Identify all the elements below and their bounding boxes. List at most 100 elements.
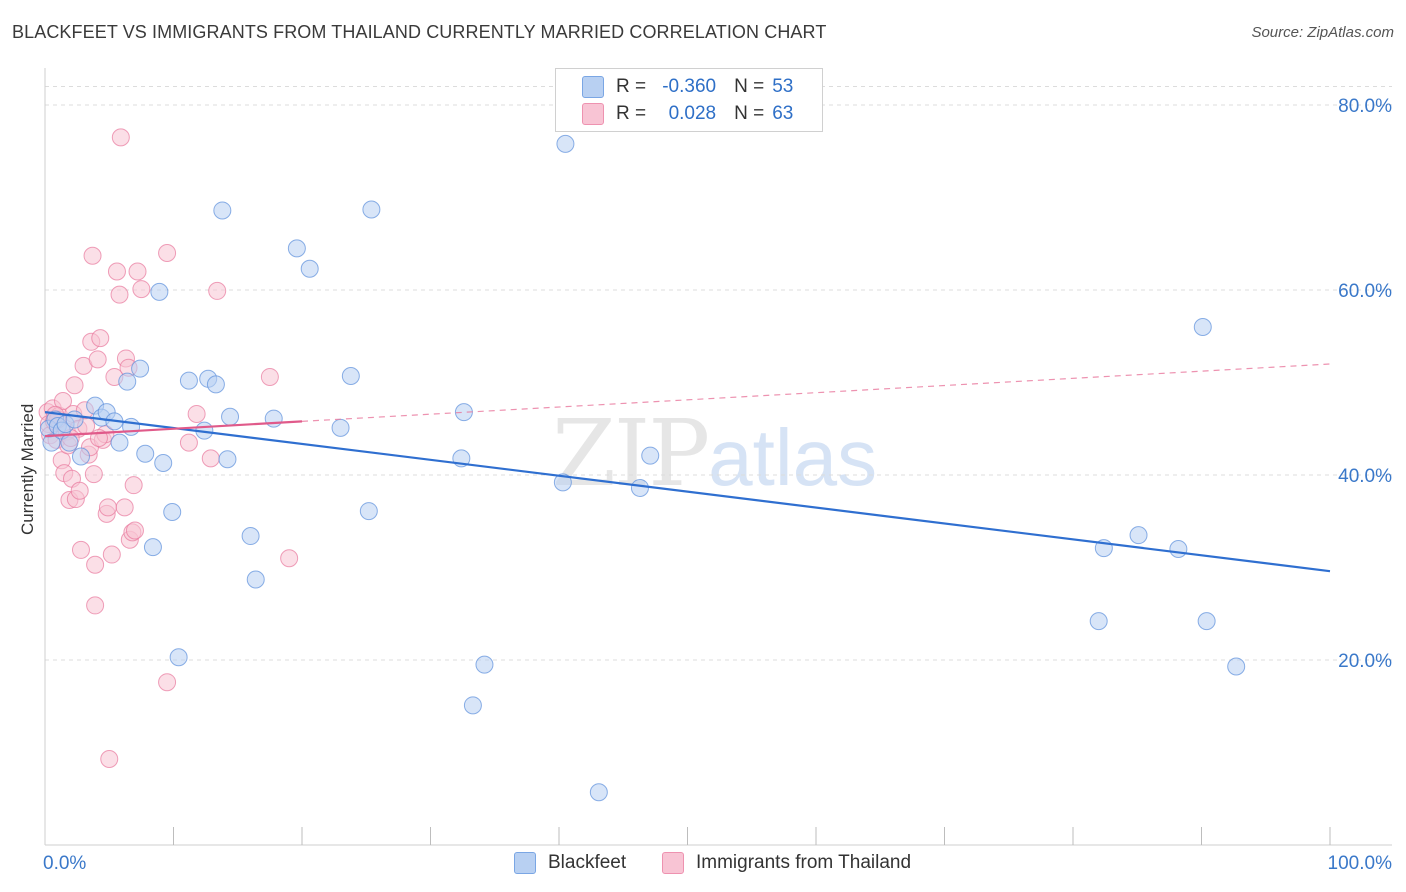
point-thailand bbox=[70, 481, 89, 500]
legend-label-thailand: Immigrants from Thailand bbox=[696, 852, 912, 873]
point-blackfeet bbox=[131, 359, 150, 378]
legend-n-label: N = bbox=[734, 76, 765, 97]
legend-r-label: R = bbox=[616, 103, 647, 124]
legend-item-thailand: Immigrants from Thailand bbox=[662, 852, 911, 874]
point-blackfeet bbox=[241, 527, 260, 546]
point-blackfeet bbox=[553, 473, 572, 492]
point-blackfeet bbox=[1089, 612, 1108, 631]
point-thailand bbox=[88, 350, 107, 369]
point-thailand bbox=[115, 498, 134, 517]
legend-r-label: R = bbox=[616, 76, 647, 97]
point-blackfeet bbox=[136, 444, 155, 463]
point-blackfeet bbox=[150, 282, 169, 301]
point-thailand bbox=[86, 555, 105, 574]
point-thailand bbox=[125, 521, 144, 540]
point-blackfeet bbox=[42, 433, 61, 452]
legend-r-value: 0.028 bbox=[668, 103, 717, 124]
point-thailand bbox=[65, 376, 84, 395]
point-blackfeet bbox=[65, 410, 84, 429]
point-blackfeet bbox=[641, 446, 660, 465]
point-thailand bbox=[124, 476, 143, 495]
point-thailand bbox=[102, 545, 121, 564]
point-thailand bbox=[132, 280, 151, 299]
point-blackfeet bbox=[163, 503, 182, 521]
point-blackfeet bbox=[110, 433, 129, 452]
x-tick-label-min: 0.0% bbox=[43, 853, 86, 874]
point-thailand bbox=[71, 540, 90, 559]
y-tick-label: 20.0% bbox=[1338, 651, 1392, 672]
point-thailand bbox=[84, 465, 103, 484]
point-blackfeet bbox=[169, 648, 188, 667]
point-blackfeet bbox=[589, 783, 608, 802]
point-thailand bbox=[107, 262, 126, 281]
point-thailand bbox=[86, 596, 105, 615]
point-blackfeet bbox=[556, 134, 575, 153]
y-tick-label: 40.0% bbox=[1338, 466, 1392, 487]
y-tick-label: 60.0% bbox=[1338, 281, 1392, 302]
point-thailand bbox=[179, 433, 198, 452]
point-thailand bbox=[111, 128, 130, 147]
legend-n-value: 63 bbox=[772, 103, 794, 124]
point-blackfeet bbox=[218, 450, 237, 469]
point-blackfeet bbox=[154, 453, 173, 472]
legend-r-value: -0.360 bbox=[662, 76, 717, 97]
point-thailand bbox=[158, 244, 177, 262]
point-blackfeet bbox=[1193, 318, 1212, 336]
legend-row-thailand: R = 0.028 N = 63 bbox=[556, 101, 793, 127]
legend-swatch-pink bbox=[582, 103, 604, 125]
point-blackfeet bbox=[71, 447, 90, 466]
point-thailand bbox=[260, 367, 279, 386]
x-tick-label-max: 100.0% bbox=[1328, 853, 1393, 874]
point-thailand bbox=[187, 404, 206, 423]
point-blackfeet bbox=[246, 570, 265, 589]
point-thailand bbox=[201, 449, 220, 468]
point-thailand bbox=[98, 498, 117, 517]
point-thailand bbox=[128, 262, 147, 281]
point-blackfeet bbox=[1197, 612, 1216, 631]
point-blackfeet bbox=[213, 201, 232, 220]
point-blackfeet bbox=[264, 409, 283, 428]
legend-swatch-blue bbox=[514, 852, 536, 874]
point-blackfeet bbox=[1169, 540, 1188, 558]
point-blackfeet bbox=[300, 259, 319, 278]
point-blackfeet bbox=[1227, 657, 1246, 676]
point-blackfeet bbox=[287, 239, 306, 258]
point-blackfeet bbox=[341, 367, 360, 386]
point-thailand bbox=[110, 285, 129, 304]
point-blackfeet bbox=[60, 433, 79, 452]
trendline-blackfeet bbox=[44, 411, 1331, 573]
trendline-thailand bbox=[44, 420, 303, 438]
point-blackfeet bbox=[143, 538, 162, 557]
correlation-legend: R = -0.360 N = 53 R = 0.028 N = 63 bbox=[555, 68, 823, 132]
point-blackfeet bbox=[475, 655, 494, 674]
point-blackfeet bbox=[179, 371, 198, 390]
point-thailand bbox=[91, 329, 110, 348]
point-blackfeet bbox=[1129, 526, 1148, 545]
chart-title: BLACKFEET VS IMMIGRANTS FROM THAILAND CU… bbox=[12, 22, 827, 42]
point-thailand bbox=[83, 246, 102, 265]
trendline-thailand-dashed bbox=[301, 363, 1331, 422]
point-thailand bbox=[280, 549, 299, 568]
legend-swatch-pink bbox=[662, 852, 684, 874]
point-blackfeet bbox=[221, 407, 240, 426]
legend-n-value: 53 bbox=[772, 76, 794, 97]
y-axis-label: Currently Married bbox=[18, 403, 37, 535]
point-thailand bbox=[53, 392, 72, 410]
legend-item-blackfeet: Blackfeet bbox=[514, 852, 626, 874]
watermark-atlas: atlas bbox=[708, 413, 878, 502]
legend-label-blackfeet: Blackfeet bbox=[548, 852, 627, 873]
point-blackfeet bbox=[362, 200, 381, 219]
legend-n-label: N = bbox=[734, 103, 765, 124]
source-label: Source: ZipAtlas.com bbox=[1251, 24, 1394, 41]
legend-swatch-blue bbox=[582, 76, 604, 98]
point-blackfeet bbox=[331, 418, 350, 437]
point-blackfeet bbox=[630, 478, 649, 497]
point-blackfeet bbox=[118, 372, 137, 391]
y-tick-label: 80.0% bbox=[1338, 96, 1392, 117]
legend-row-blackfeet: R = -0.360 N = 53 bbox=[556, 74, 793, 100]
point-thailand bbox=[208, 281, 227, 300]
point-thailand bbox=[158, 673, 177, 692]
point-blackfeet bbox=[206, 375, 225, 394]
point-thailand bbox=[100, 749, 119, 768]
